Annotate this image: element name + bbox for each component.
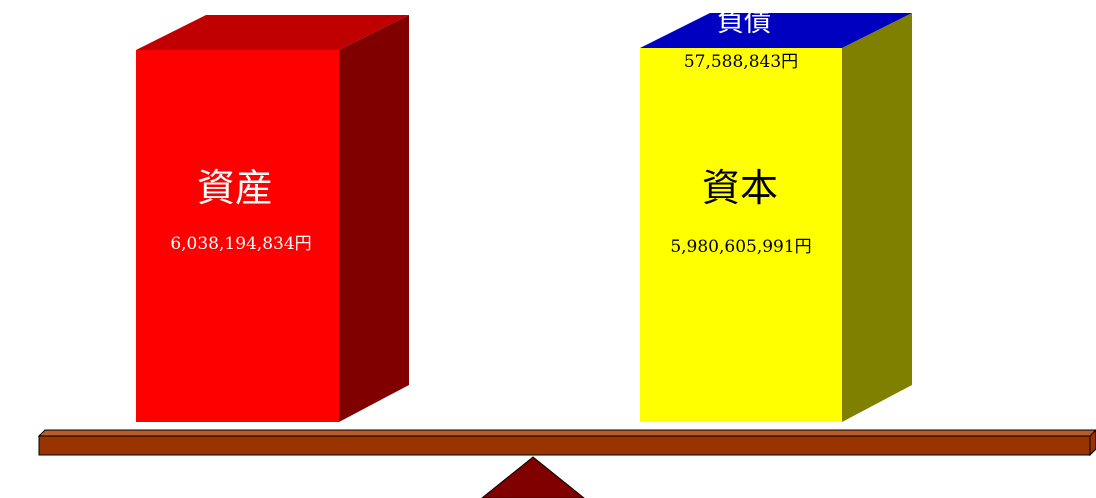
fulcrum-triangle bbox=[481, 456, 585, 498]
assets-amount: 6,038,194,834円 bbox=[170, 234, 311, 254]
equity-block-side bbox=[842, 13, 912, 422]
liabilities-amount: 57,588,843円 bbox=[684, 52, 798, 72]
equity-amount: 5,980,605,991円 bbox=[670, 237, 811, 257]
liabilities-block-top bbox=[640, 13, 912, 48]
assets-label: 資産 bbox=[197, 166, 273, 210]
balance-beam-top bbox=[37, 429, 1096, 437]
balance-beam-end bbox=[1089, 429, 1096, 457]
assets-block-front bbox=[136, 50, 339, 422]
balance-beam bbox=[37, 429, 1096, 457]
equity-label: 資本 bbox=[702, 166, 778, 210]
assets-block-side bbox=[339, 15, 409, 422]
assets-block-top bbox=[136, 15, 409, 50]
equity-block-front bbox=[640, 48, 842, 422]
assets-block: 資産 6,038,194,834円 bbox=[136, 15, 409, 422]
liabilities-label: 負債 bbox=[717, 7, 771, 38]
liabilities-equity-block: 負債 57,588,843円 資本 5,980,605,991円 bbox=[640, 7, 912, 422]
balance-beam-front bbox=[38, 435, 1091, 456]
